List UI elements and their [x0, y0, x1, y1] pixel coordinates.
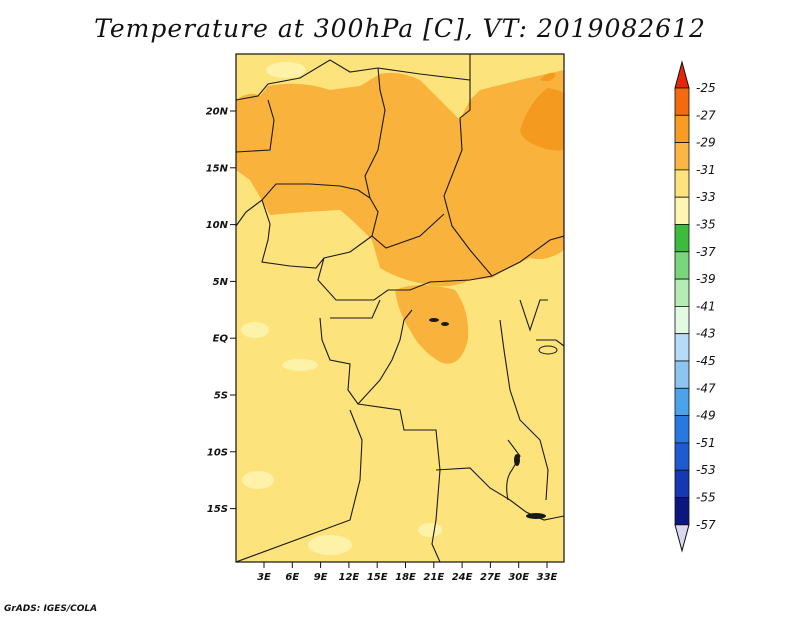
credit-text: GrADS: IGES/COLA	[4, 604, 98, 614]
colorbar-segment	[674, 278, 690, 307]
colorbar-label: -37	[696, 245, 716, 259]
lat-tick-label: 20N	[206, 107, 229, 118]
lon-tick-label: 33E	[537, 572, 558, 583]
lat-tick-label: 10N	[206, 220, 229, 231]
colorbar-segment	[674, 87, 690, 116]
lon-tick-label: 3E	[257, 572, 271, 583]
colorbar-label: -39	[696, 272, 716, 286]
colorbar-bottom-arrow	[674, 524, 690, 553]
longitude-axis: 3E 6E 9E 12E 15E 18E 21E 24E 27E 30E 33E	[257, 562, 558, 583]
colorbar-segment	[674, 415, 690, 444]
map-field	[236, 54, 564, 562]
colorbar-segment	[674, 224, 690, 253]
colorbar-label: -27	[696, 108, 716, 122]
colorbar: -25 -27 -29 -31 -33 -35 -37 -39 -41 -43 -45 -47 -49 -…	[674, 60, 716, 553]
lon-tick-label: 18E	[395, 572, 416, 583]
colorbar-label: -25	[696, 81, 716, 95]
colorbar-label: -49	[696, 409, 716, 423]
lon-tick-label: 6E	[285, 572, 299, 583]
colorbar-segment	[674, 497, 690, 526]
colorbar-segment	[674, 196, 690, 225]
colorbar-label: -35	[696, 218, 716, 232]
colorbar-label: -57	[696, 518, 716, 532]
lat-tick-label: 15N	[206, 163, 229, 174]
lon-tick-label: 27E	[480, 572, 501, 583]
colorbar-segment	[674, 387, 690, 416]
country-borders	[236, 54, 564, 562]
lat-tick-label: 5S	[214, 391, 228, 402]
lat-tick-label: 15S	[207, 504, 228, 515]
colorbar-segment	[674, 142, 690, 171]
colorbar-segment	[674, 442, 690, 471]
colorbar-top-arrow	[674, 60, 690, 89]
lon-tick-label: 12E	[339, 572, 360, 583]
colorbar-label: -45	[696, 354, 716, 368]
map-frame	[235, 53, 565, 563]
colorbar-segment	[674, 169, 690, 198]
colorbar-label: -43	[696, 327, 716, 341]
colorbar-label: -29	[696, 136, 716, 150]
chart-title: Temperature at 300hPa [C], VT: 201908261…	[94, 14, 706, 43]
colorbar-segment	[674, 305, 690, 335]
colorbar-label: -51	[696, 436, 716, 450]
colorbar-segment	[674, 360, 690, 389]
lon-tick-label: 24E	[452, 572, 473, 583]
lon-tick-label: 21E	[423, 572, 444, 583]
colorbar-label: -41	[696, 299, 716, 313]
colorbar-label: -55	[696, 491, 716, 505]
lon-tick-label: 9E	[314, 572, 328, 583]
lat-tick-label: EQ	[213, 334, 229, 345]
colorbar-segment	[674, 469, 690, 498]
colorbar-segment	[674, 333, 690, 362]
colorbar-label: -47	[696, 381, 716, 395]
lon-tick-label: 30E	[508, 572, 529, 583]
colorbar-segment	[674, 114, 690, 144]
colorbar-label: -31	[696, 163, 716, 177]
lat-tick-label: 5N	[213, 277, 229, 288]
colorbar-segment	[674, 251, 690, 280]
colorbar-label: -53	[696, 463, 716, 477]
lon-tick-label: 15E	[367, 572, 388, 583]
lakes	[429, 318, 558, 519]
lat-tick-label: 10S	[207, 447, 228, 458]
latitude-axis: 20N 15N 10N 5N EQ 5S 10S 15S	[206, 107, 236, 515]
colorbar-label: -33	[696, 190, 716, 204]
